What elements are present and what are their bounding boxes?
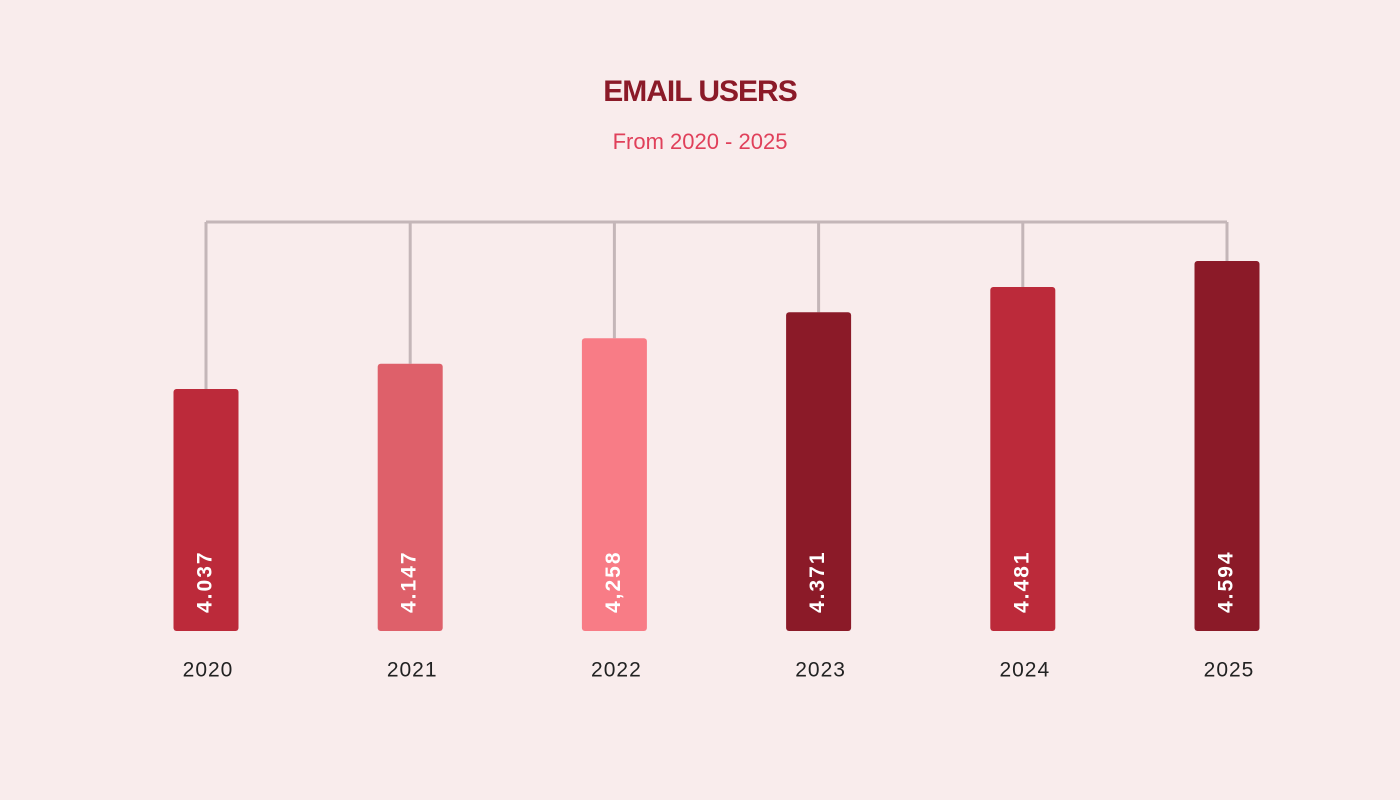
bar [990, 286, 1056, 631]
chart-title: EMAIL USERS [603, 75, 796, 108]
x-tick-label: 2022 [591, 659, 642, 682]
bar [786, 312, 852, 631]
x-tick-label: 2023 [795, 659, 846, 682]
x-tick-label: 2024 [999, 659, 1050, 682]
value-label: 4.371 [806, 550, 829, 613]
bar [581, 338, 647, 631]
value-label: 4.147 [398, 550, 421, 613]
x-tick-label: 2021 [387, 659, 438, 682]
value-label: 4,258 [602, 550, 625, 613]
bar [173, 389, 239, 631]
x-tick-label: 2020 [183, 659, 234, 682]
bar [1194, 261, 1260, 631]
bar [377, 363, 443, 631]
value-label: 4.594 [1215, 550, 1238, 613]
value-label: 4.481 [1010, 550, 1033, 613]
x-tick-label: 2025 [1204, 659, 1255, 682]
chart-subtitle: From 2020 - 2025 [613, 129, 788, 154]
value-label: 4.037 [194, 550, 217, 613]
